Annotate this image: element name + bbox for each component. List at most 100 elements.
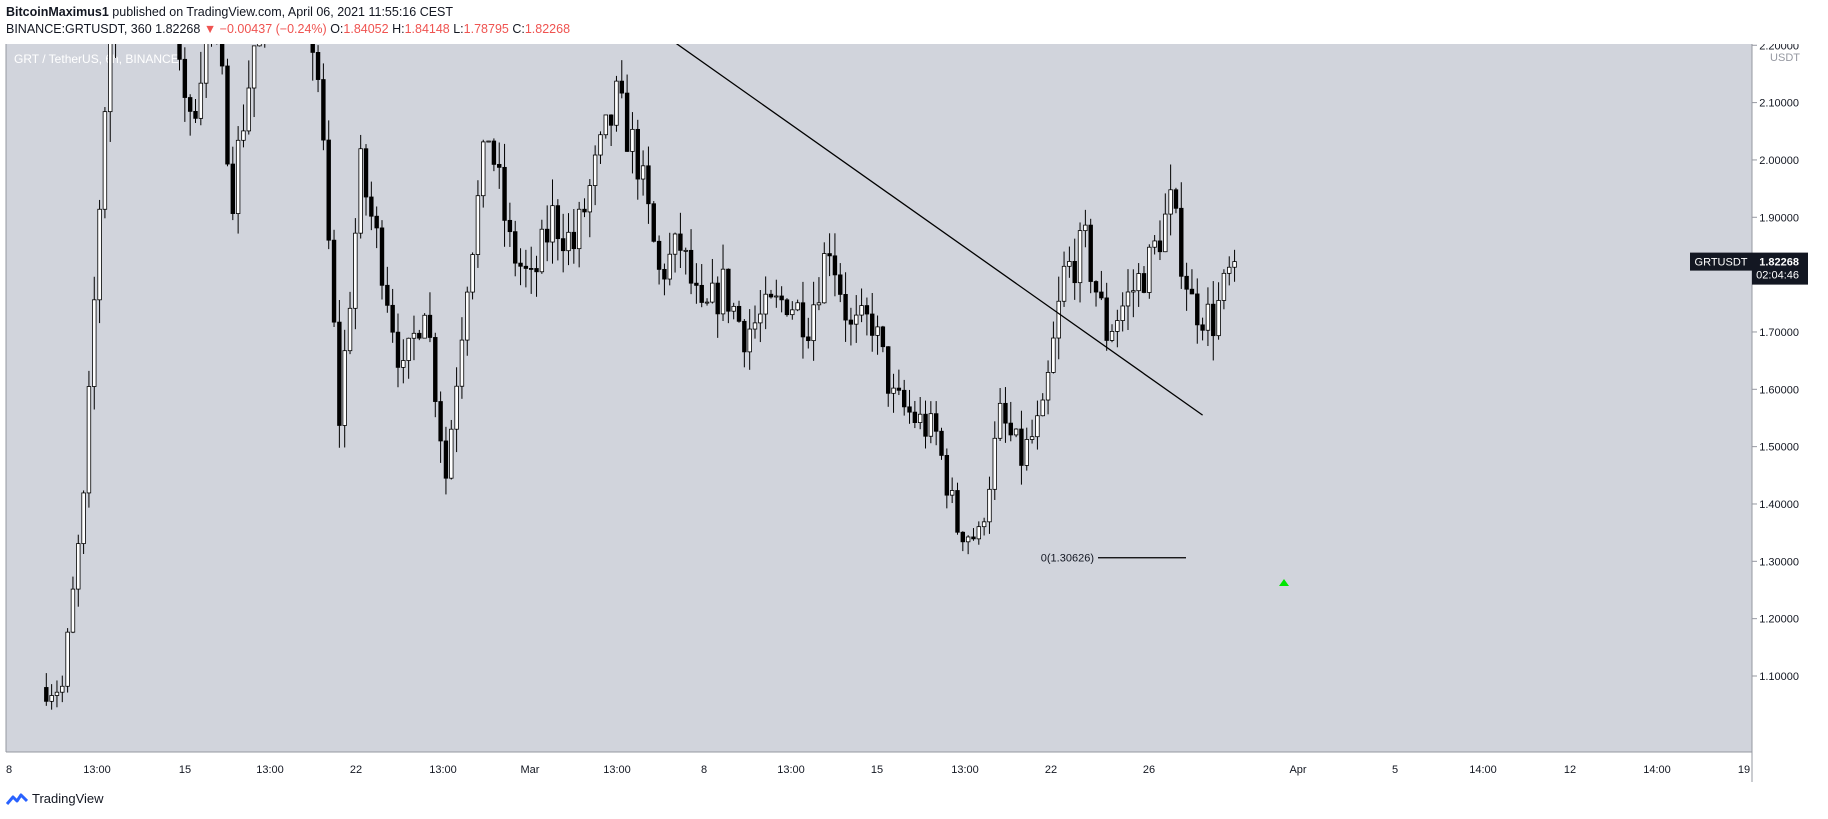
price-chart[interactable]: GRT / TetherUS, 6h, BINANCE USDT 3.10000… (0, 44, 1828, 782)
x-tick-label: 15 (179, 764, 191, 776)
candle-body (326, 139, 331, 241)
candle-body (390, 304, 395, 333)
candle-body (806, 336, 811, 342)
publisher-name[interactable]: BitcoinMaximus1 (6, 5, 109, 19)
candle-body (848, 319, 854, 325)
candle-body (891, 387, 896, 394)
candle-body (342, 350, 347, 426)
candle-body (1093, 281, 1099, 293)
candle-body (933, 413, 939, 432)
candle-body (555, 205, 561, 240)
candle-body (678, 233, 683, 251)
last-price: 1.82268 (155, 22, 201, 36)
candle-body (784, 299, 790, 316)
candle-body (544, 228, 550, 243)
candle-body (1189, 288, 1195, 295)
candle-body (902, 389, 907, 408)
candle-body (353, 232, 358, 309)
candle-body (81, 492, 86, 545)
candle-body (710, 282, 715, 303)
candle-body (582, 208, 587, 213)
candle-body (1040, 399, 1045, 417)
candle-body (1077, 230, 1083, 284)
candle-body (720, 268, 726, 315)
candle-body (465, 291, 470, 341)
y-tick-label: 1.70000 (1759, 327, 1799, 339)
candle-body (763, 293, 768, 315)
x-tick-label: 13:00 (256, 764, 284, 776)
candle-body (939, 430, 944, 456)
candle-body (246, 87, 251, 132)
candle-body (1200, 324, 1205, 331)
last-price-box (1690, 252, 1752, 271)
candle-body (1029, 436, 1035, 440)
candle-body (550, 205, 555, 243)
candle-body (635, 128, 640, 180)
time-scale-background[interactable] (6, 752, 1822, 782)
tradingview-logo-icon (6, 793, 28, 805)
candle-body (917, 413, 923, 423)
candle-body (774, 295, 779, 298)
candle-body (449, 428, 454, 479)
x-tick-label: 22 (350, 764, 362, 776)
candle-body (742, 320, 747, 353)
published-text: published on TradingView.com, April 06, … (112, 5, 454, 19)
x-tick-label: 13:00 (777, 764, 805, 776)
candle-body (949, 490, 955, 496)
publisher-line: BitcoinMaximus1 published on TradingView… (6, 4, 570, 21)
candle-body (76, 543, 81, 590)
candle-body (1211, 303, 1216, 337)
candle-body (251, 45, 257, 89)
candle-body (1195, 293, 1200, 326)
candle-body (86, 386, 92, 494)
tradingview-logo[interactable]: TradingView (6, 791, 104, 806)
candle-body (182, 58, 188, 98)
candle-body (198, 82, 204, 119)
y-tick-label: 1.30000 (1759, 556, 1799, 568)
candle-body (1152, 240, 1157, 248)
candle-body (193, 110, 198, 119)
fib-retracement[interactable]: 0.618(2.27928)0(1.30626) (1019, 44, 1186, 565)
candle-body (44, 687, 49, 702)
candle-body (523, 265, 529, 269)
candle-body (497, 163, 502, 168)
candle-body (1125, 291, 1131, 307)
candle-body (992, 437, 997, 490)
candle-body (203, 44, 209, 84)
candle-body (662, 268, 667, 280)
candle-body (315, 52, 321, 80)
low-value: 1.78795 (463, 22, 509, 36)
candle-body (1163, 213, 1168, 253)
candle-body (987, 488, 992, 523)
candle-body (704, 301, 710, 304)
candle-body (1072, 260, 1077, 284)
candle-body (619, 80, 624, 94)
candle-body (395, 331, 401, 368)
x-tick-label: 22 (1045, 764, 1057, 776)
candle-body (1035, 415, 1040, 438)
x-tick-label: Apr (1289, 764, 1306, 776)
candle-body (1205, 303, 1211, 331)
chart-pane-background[interactable] (6, 44, 1752, 752)
candle-body (529, 268, 534, 270)
price-scale-background[interactable] (1752, 44, 1822, 752)
candle-body (608, 114, 614, 126)
candle-body (630, 128, 635, 152)
candle-body (219, 44, 225, 67)
x-tick-label: 5 (1392, 764, 1398, 776)
candle-body (310, 44, 315, 53)
candle-body (1104, 297, 1109, 341)
candle-body (859, 305, 864, 316)
candle-body (1083, 224, 1088, 232)
candle-body (1013, 428, 1019, 436)
candle-body (1179, 207, 1184, 277)
candle-body (726, 268, 731, 312)
descending-trendline[interactable] (110, 44, 1203, 416)
candle-body (854, 314, 859, 325)
candle-body (646, 165, 651, 205)
close-value: 1.82268 (524, 22, 571, 36)
candle-body (347, 307, 353, 352)
candle-body (102, 111, 108, 210)
candle-body (470, 254, 475, 293)
last-price-label: GRTUSDT 1.82268 02:04:46 (1690, 252, 1808, 285)
